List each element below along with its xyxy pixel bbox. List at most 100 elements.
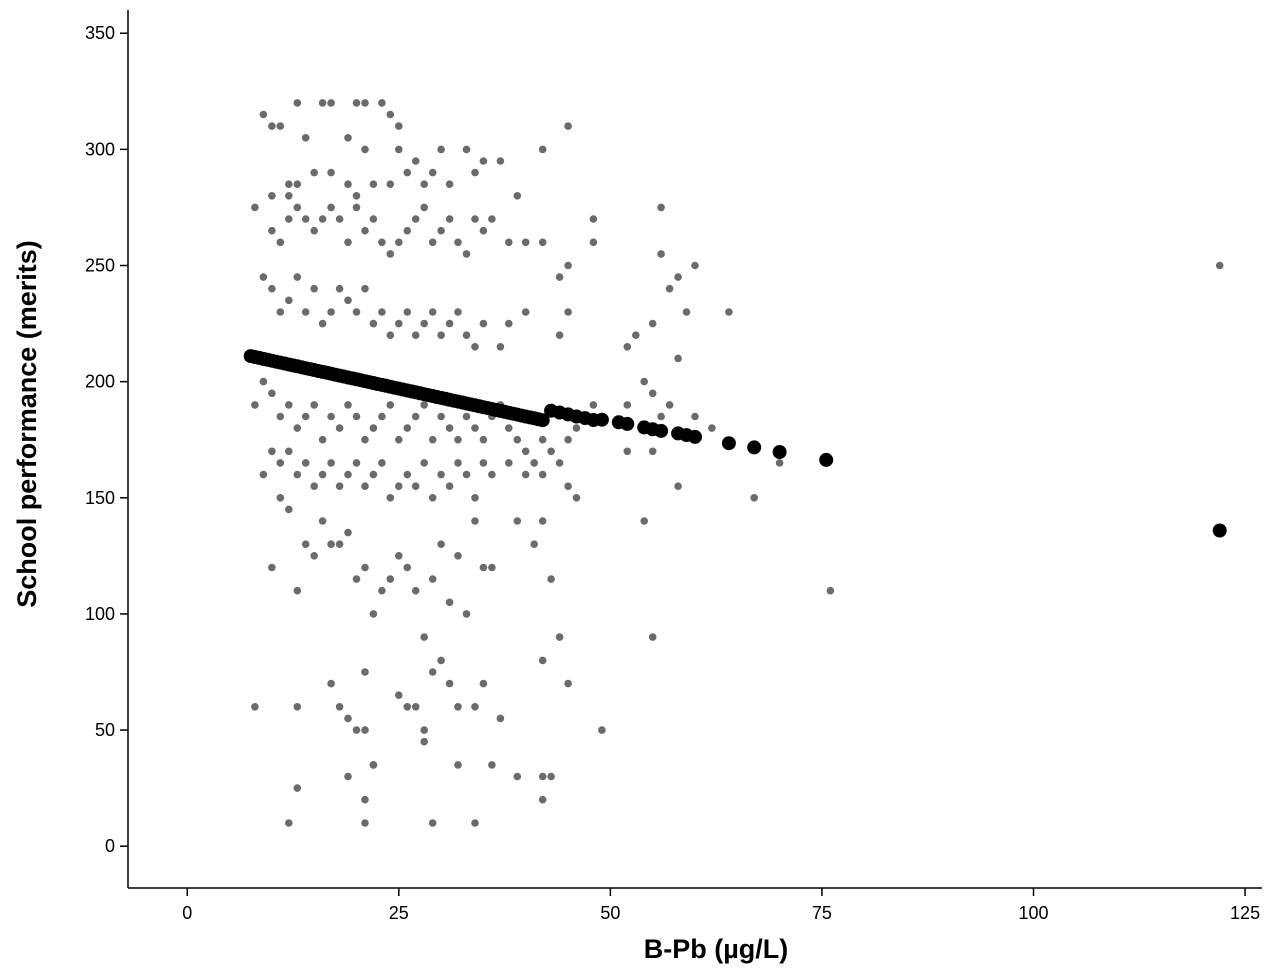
data-point [454,238,462,247]
x-tick-label: 50 [600,903,620,923]
data-point [361,563,369,572]
data-point [623,447,632,456]
y-tick-label: 350 [85,23,115,43]
data-point [479,226,488,235]
data-point [437,540,445,548]
data-point [386,494,395,502]
data-point [428,668,437,676]
data-point [428,575,437,583]
data-point [310,284,319,293]
data-point [369,761,378,769]
data-point [437,331,445,340]
data-point [403,168,412,177]
data-point [276,494,285,502]
data-point [352,308,361,316]
data-point [420,319,429,328]
data-point [361,726,369,734]
data-point [378,99,386,107]
y-tick-label: 100 [85,604,115,624]
data-point [462,331,471,340]
data-point [530,459,538,467]
data-point [496,714,505,723]
data-point [437,145,445,154]
data-point [589,215,598,223]
data-point [674,354,682,363]
data-point [437,470,445,479]
data-point [521,308,530,316]
data-point [665,401,674,409]
data-point [327,679,335,688]
data-point [513,517,522,525]
data-point [395,319,403,328]
y-tick-label: 200 [85,372,115,392]
data-point [327,308,335,316]
data-point [657,412,665,421]
data-point [361,819,369,827]
data-point [310,552,319,560]
data-point [623,343,632,351]
data-point [268,563,276,572]
data-point [775,459,784,467]
data-point [521,238,530,247]
data-point [403,470,412,479]
data-point [344,528,352,537]
data-point [352,99,361,107]
data-point [276,308,285,316]
x-tick-label: 0 [182,903,192,923]
data-point [318,215,327,223]
data-point [437,226,445,235]
data-point [665,284,674,293]
data-point [1215,261,1224,270]
data-point [318,517,327,525]
data-point [674,482,682,491]
data-point [750,494,758,502]
data-point [471,215,479,223]
x-tick-label: 125 [1230,903,1260,923]
data-point [259,377,268,386]
data-point [411,157,420,165]
data-point [826,586,835,595]
data-point [454,761,462,769]
data-point [378,459,386,467]
data-point [352,203,361,212]
data-point [547,772,555,781]
data-point [428,168,437,177]
data-point [420,180,429,188]
data-point [471,343,479,351]
data-point [352,192,361,200]
data-point [352,412,361,421]
data-point [538,656,547,665]
data-point [301,134,310,142]
data-point [538,517,547,525]
x-axis-title: B-Pb (µg/L) [644,934,789,964]
data-point [251,401,259,409]
data-point [420,459,429,467]
data-point [318,435,327,444]
data-point [276,238,285,247]
predicted-point [620,416,635,431]
data-point [378,412,386,421]
data-point [572,424,581,432]
data-point [378,586,386,595]
data-point [462,145,471,154]
data-point [327,99,335,107]
data-point [285,401,293,409]
data-point [454,459,462,467]
predicted-point [654,423,669,438]
data-point [648,633,657,641]
data-point [276,459,285,467]
data-point [344,238,352,247]
data-point [462,470,471,479]
data-point [428,819,437,827]
data-point [454,552,462,560]
data-point [589,401,598,409]
data-point [632,331,640,340]
data-point [640,517,648,525]
data-point [403,563,412,572]
data-point [259,273,268,281]
data-point [682,308,691,316]
data-point [251,703,259,711]
data-point [471,494,479,502]
data-point [386,401,395,409]
data-point [538,145,547,154]
